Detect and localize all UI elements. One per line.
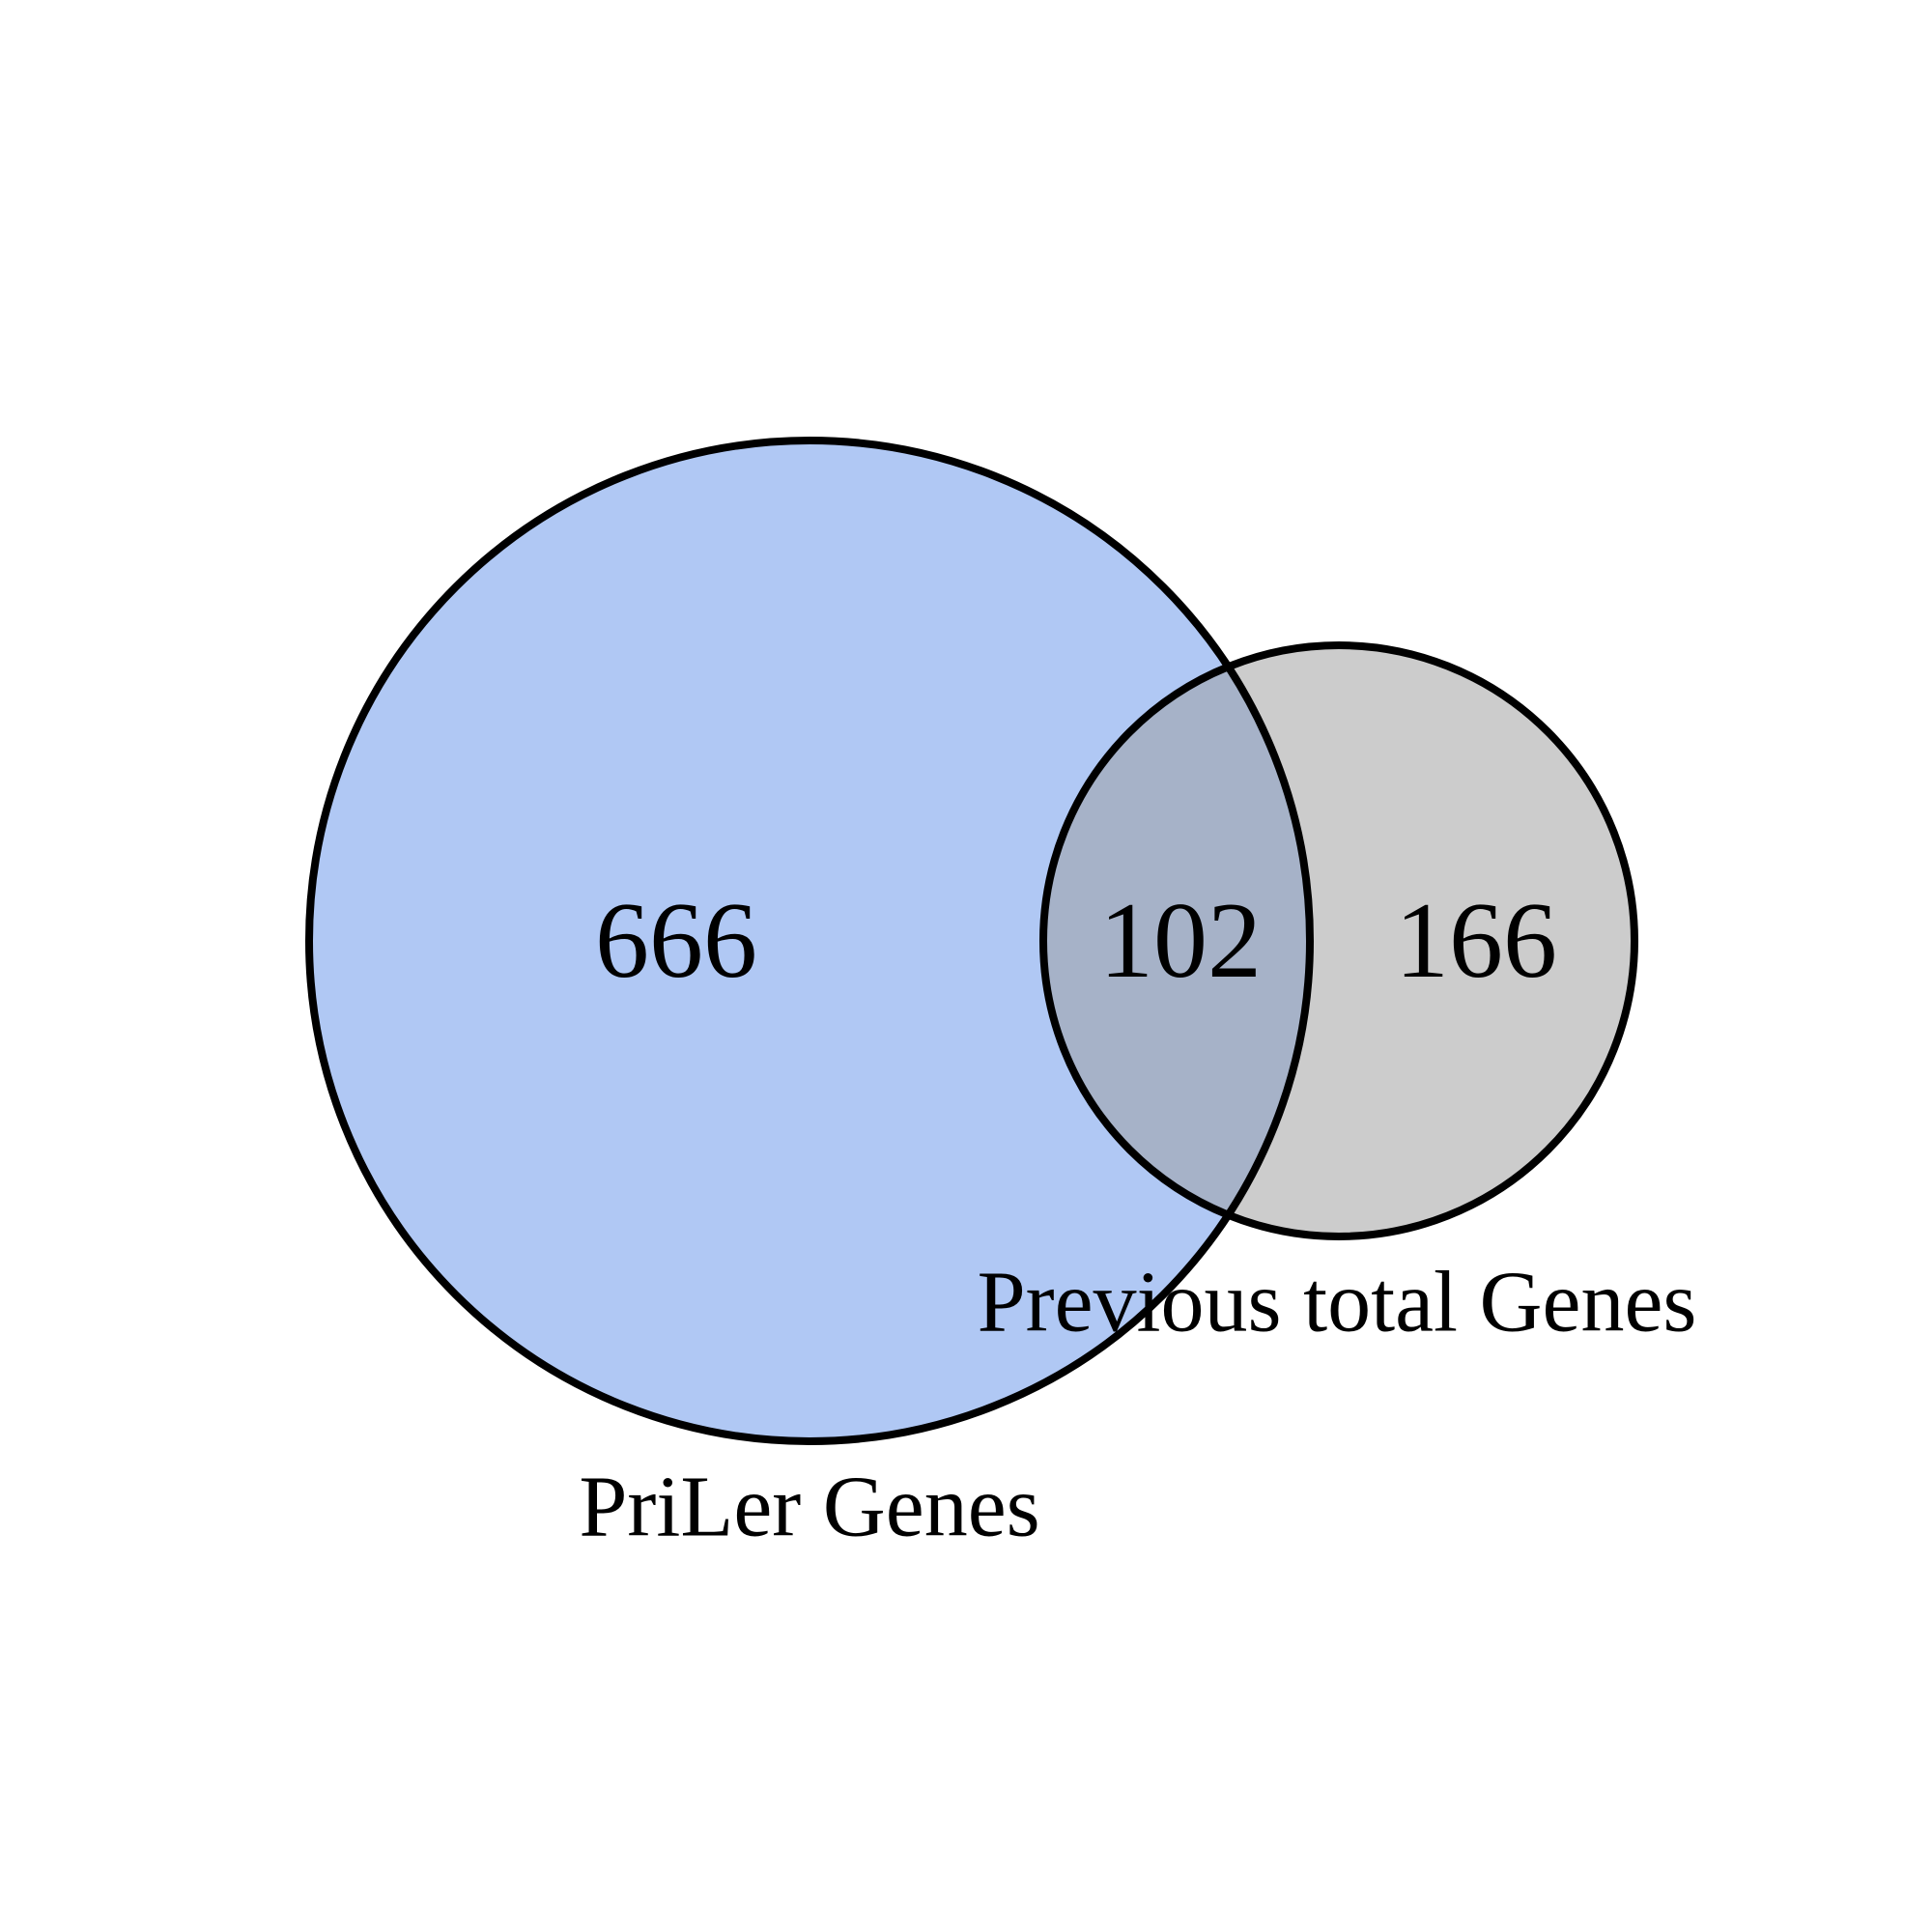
count-only-a: 666	[595, 881, 757, 1001]
count-intersection: 102	[1099, 881, 1262, 1001]
set-label-a: PriLer Genes	[579, 1460, 1039, 1555]
intersection-region	[1043, 645, 1310, 1236]
set-a-outline	[305, 437, 1314, 1445]
set-b-outline	[1039, 641, 1638, 1240]
set-label-b: Previous total Genes	[978, 1255, 1697, 1350]
set-a-circle	[309, 440, 1310, 1441]
count-only-b: 166	[1395, 881, 1557, 1001]
